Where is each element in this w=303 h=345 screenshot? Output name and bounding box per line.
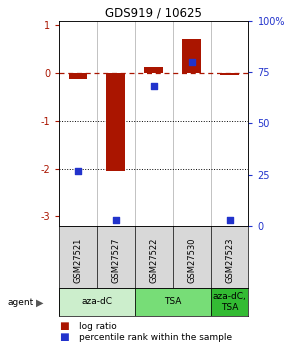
- Text: log ratio: log ratio: [79, 322, 117, 331]
- Bar: [211, 288, 248, 316]
- Text: ■: ■: [59, 321, 69, 331]
- Point: [227, 217, 232, 223]
- Point: [76, 168, 81, 173]
- Text: ▶: ▶: [36, 298, 43, 307]
- Bar: [220, 73, 239, 75]
- Point: [152, 83, 156, 89]
- Text: GSM27527: GSM27527: [112, 238, 120, 283]
- Bar: [59, 288, 135, 316]
- Bar: [106, 73, 125, 171]
- Bar: [135, 288, 211, 316]
- Text: TSA: TSA: [164, 297, 181, 306]
- Text: ■: ■: [59, 333, 69, 342]
- Title: GDS919 / 10625: GDS919 / 10625: [105, 7, 202, 20]
- Point: [113, 217, 118, 223]
- Text: GSM27522: GSM27522: [149, 238, 158, 283]
- Bar: [144, 68, 163, 73]
- Text: GSM27523: GSM27523: [225, 238, 234, 283]
- Bar: [182, 39, 201, 73]
- Bar: [68, 73, 88, 79]
- Text: aza-dC,
TSA: aza-dC, TSA: [213, 292, 246, 312]
- Text: GSM27530: GSM27530: [187, 238, 196, 283]
- Text: agent: agent: [8, 298, 34, 307]
- Text: aza-dC: aza-dC: [82, 297, 112, 306]
- Text: GSM27521: GSM27521: [74, 238, 82, 283]
- Text: percentile rank within the sample: percentile rank within the sample: [79, 333, 232, 342]
- Point: [189, 59, 194, 65]
